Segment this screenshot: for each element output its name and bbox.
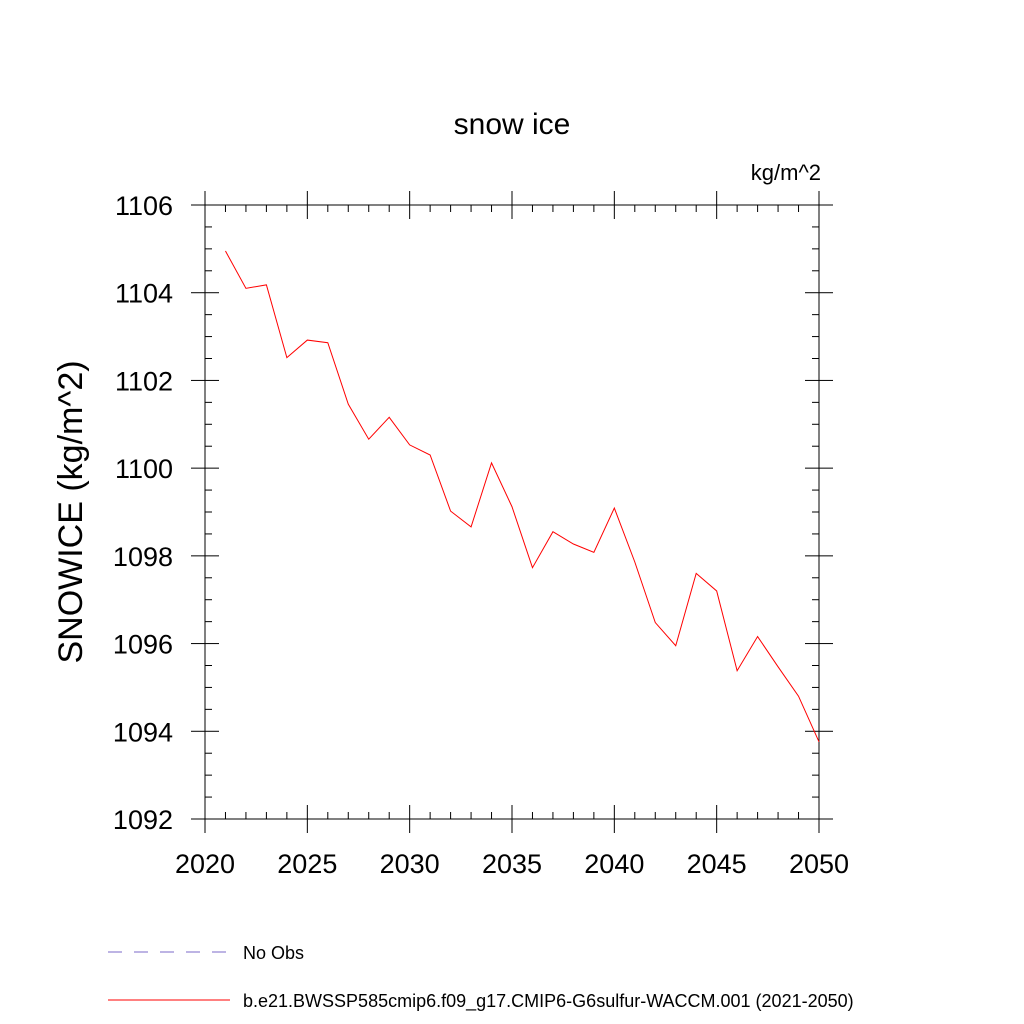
- units-label: kg/m^2: [751, 160, 821, 185]
- x-tick-label: 2035: [482, 849, 542, 879]
- y-tick-label: 1106: [115, 191, 173, 221]
- y-tick-label: 1098: [113, 542, 173, 572]
- legend: No Obs b.e21.BWSSP585cmip6.f09_g17.CMIP6-…: [108, 943, 854, 1012]
- y-tick-label: 1096: [113, 630, 173, 660]
- x-tick-label: 2045: [687, 849, 747, 879]
- axis-ticks: [191, 191, 833, 833]
- legend-label: No Obs: [243, 943, 304, 963]
- series-line: [225, 250, 820, 743]
- y-tick-label: 1102: [115, 366, 173, 396]
- series-lines: [225, 250, 820, 743]
- chart-title: snow ice: [454, 108, 571, 141]
- legend-label: b.e21.BWSSP585cmip6.f09_g17.CMIP6-G6sulf…: [243, 991, 854, 1012]
- x-tick-label: 2030: [380, 849, 440, 879]
- x-tick-label: 2040: [584, 849, 644, 879]
- y-tick-label: 1100: [115, 454, 173, 484]
- tick-labels: 2020 2025 2030 2035 2040 2045 2050 1092 1094 1096…: [113, 191, 849, 879]
- y-tick-label: 1092: [113, 805, 173, 835]
- plot-frame: [204, 204, 820, 820]
- x-tick-label: 2020: [175, 849, 235, 879]
- x-tick-label: 2050: [789, 849, 849, 879]
- y-tick-label: 1104: [115, 279, 173, 309]
- y-axis-label: SNOWICE (kg/m^2): [52, 360, 90, 663]
- x-tick-label: 2025: [277, 849, 337, 879]
- y-tick-label: 1094: [113, 717, 173, 747]
